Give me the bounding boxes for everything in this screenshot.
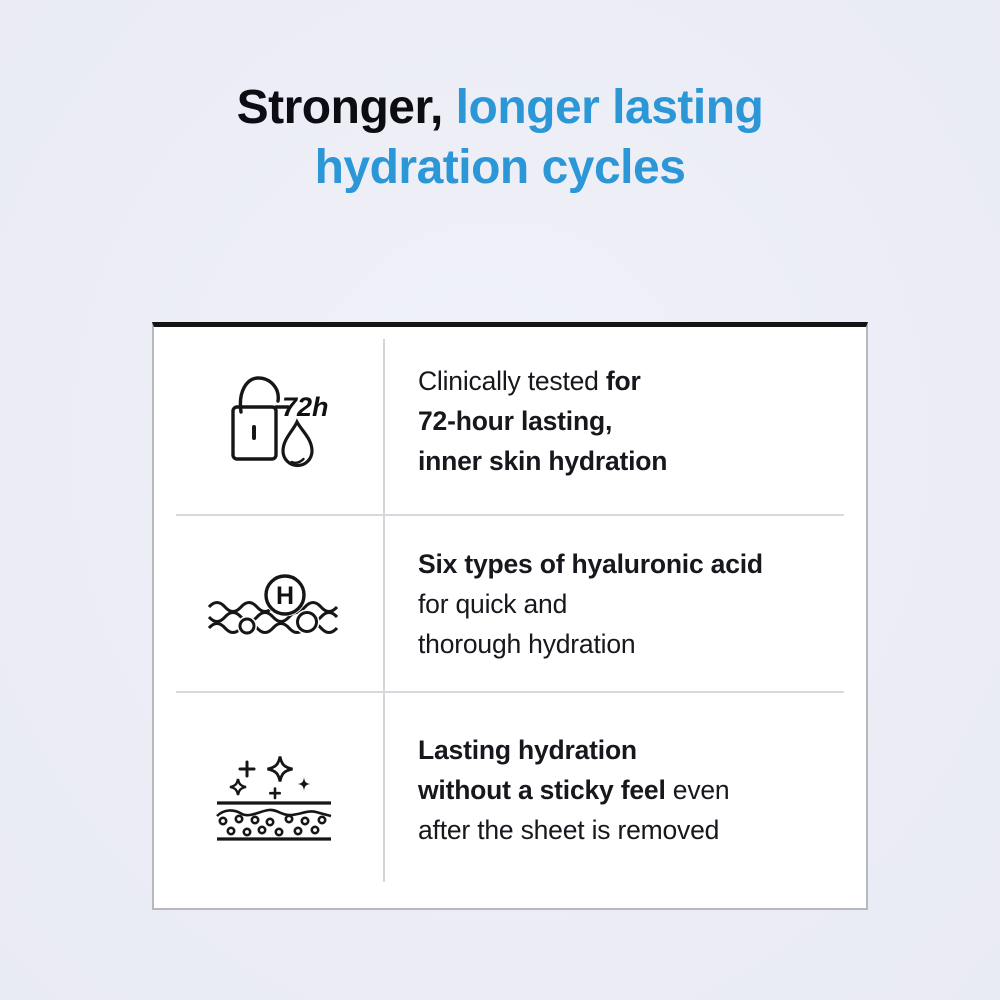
text-segment: without a sticky feel bbox=[418, 775, 666, 805]
text-line: inner skin hydration bbox=[418, 441, 856, 481]
lock-72h-droplet-icon: 72h bbox=[230, 375, 329, 470]
text-segment: Clinically tested bbox=[418, 366, 606, 396]
title-line-2: hydration cycles bbox=[314, 141, 686, 194]
text-segment: thorough hydration bbox=[418, 629, 636, 659]
text-segment: even bbox=[665, 775, 730, 805]
vertical-divider bbox=[383, 339, 385, 882]
feature-text-1: Clinically tested for 72-hour lasting, i… bbox=[383, 327, 866, 514]
text-segment: inner skin hydration bbox=[418, 446, 668, 476]
feature-text-2: Six types of hyaluronic acid for quick a… bbox=[383, 514, 866, 691]
feature-row-hyaluronic: H Six types of hyaluronic acid for quick… bbox=[154, 514, 866, 691]
icon-label-h: H bbox=[276, 582, 294, 610]
icon-cell-1: 72h bbox=[154, 327, 383, 514]
text-line: Clinically tested for bbox=[418, 361, 856, 401]
text-segment: Six types of hyaluronic acid bbox=[418, 549, 763, 579]
text-line: Lasting hydration bbox=[418, 730, 856, 770]
feature-text-3: Lasting hydration without a sticky feel … bbox=[383, 691, 866, 908]
text-segment: Lasting hydration bbox=[418, 735, 637, 765]
icon-cell-2: H bbox=[154, 514, 383, 691]
text-line: after the sheet is removed bbox=[418, 810, 856, 850]
text-segment: 72-hour lasting, bbox=[418, 406, 613, 436]
text-line: for quick and bbox=[418, 584, 856, 624]
text-line: Six types of hyaluronic acid bbox=[418, 544, 856, 584]
title-segment-blue: longer lasting bbox=[442, 81, 764, 134]
feature-row-clinical: 72h Clinically tested for 72-hour lastin… bbox=[154, 327, 866, 514]
text-segment: after the sheet is removed bbox=[418, 815, 720, 845]
text-line: without a sticky feel even bbox=[418, 770, 856, 810]
icon-label-72h: 72h bbox=[282, 392, 329, 422]
text-line: 72-hour lasting, bbox=[418, 401, 856, 441]
row-divider-2 bbox=[176, 691, 844, 693]
text-line: thorough hydration bbox=[418, 624, 856, 664]
page-title: Stronger, longer lasting hydration cycle… bbox=[0, 78, 1000, 198]
feature-row-sticky: Lasting hydration without a sticky feel … bbox=[154, 691, 866, 908]
row-divider-1 bbox=[176, 514, 844, 516]
hyaluronic-waves-icon: H bbox=[207, 573, 339, 636]
title-segment-dark: Stronger, bbox=[236, 81, 444, 134]
title-line-1: Stronger, longer lasting bbox=[0, 78, 1000, 138]
text-segment: for quick and bbox=[418, 589, 568, 619]
skin-layers-sparkles-icon bbox=[215, 755, 331, 841]
feature-card: 72h Clinically tested for 72-hour lastin… bbox=[152, 322, 868, 910]
icon-cell-3 bbox=[154, 691, 383, 908]
text-segment: for bbox=[605, 366, 641, 396]
